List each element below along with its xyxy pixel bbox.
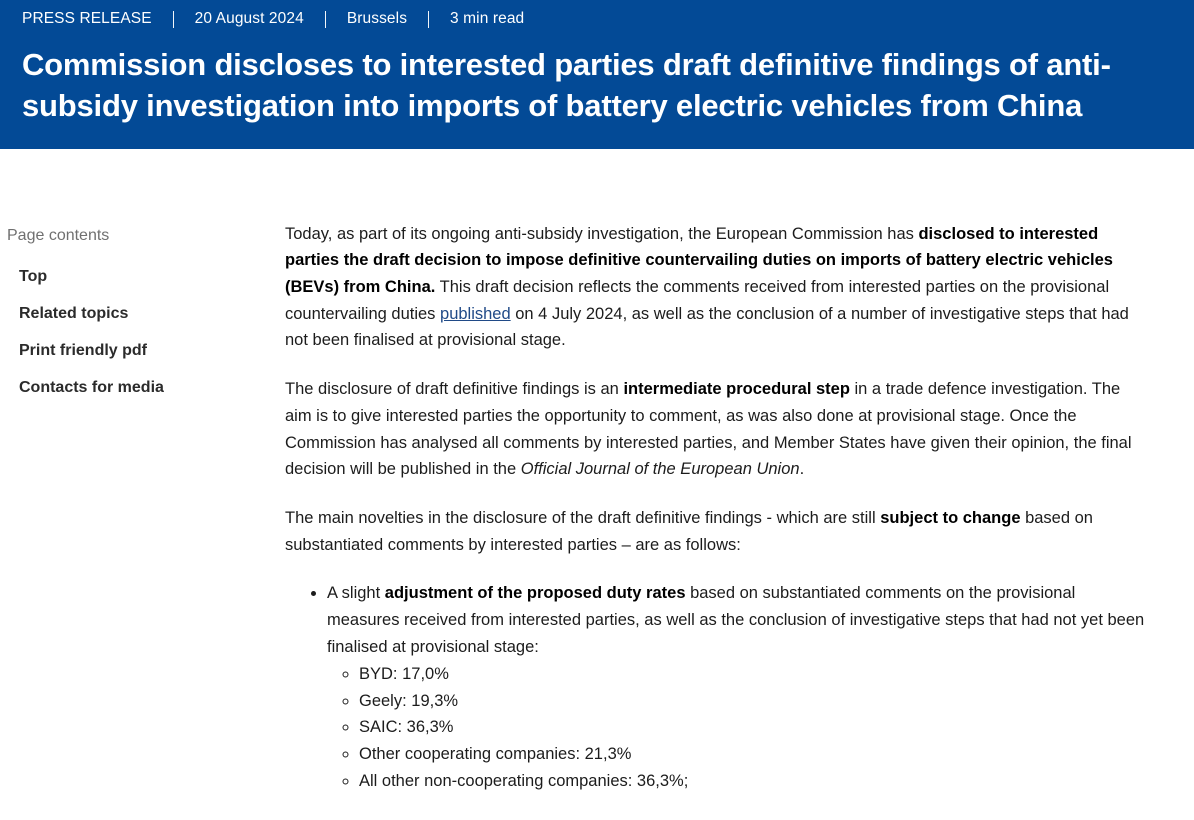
bullet-1-text-part-1: A slight	[327, 584, 385, 603]
novelties-list: A slight adjustment of the proposed duty…	[285, 580, 1145, 795]
paragraph-1-text-part-3: on 4 July 2024, as well as the conclusio…	[285, 304, 1129, 350]
paragraph-1-text-part-2: This draft decision reflects the comment…	[285, 278, 1110, 323]
meta-item-press-release: PRESS RELEASE	[22, 10, 152, 27]
page-contents-heading: Page contents	[7, 226, 110, 244]
paragraph-3-text-part-1: The main novelties in the disclosure of …	[285, 509, 881, 528]
paragraph-2-text-part-3: .	[799, 460, 805, 479]
sidebar-item-print-friendly-pdf[interactable]: Print friendly pdf	[19, 341, 147, 359]
duty-rate-item-byd: BYD: 17,0%	[359, 661, 1145, 688]
article-paragraph-1: Today, as part of its ongoing anti-subsi…	[285, 221, 1145, 355]
list-item: A slight adjustment of the proposed duty…	[327, 580, 1145, 795]
sidebar-item-top[interactable]: Top	[19, 267, 48, 285]
sidebar-item-contacts-for-media[interactable]: Contacts for media	[19, 378, 164, 396]
press-release-banner: PRESS RELEASE 20 August 2024 Brussels 3 …	[0, 0, 1194, 149]
article-paragraph-2: The disclosure of draft definitive findi…	[285, 376, 1145, 483]
duty-rate-item-saic: SAIC: 36,3%	[359, 714, 1145, 741]
duty-rate-item-non-cooperating: All other non-cooperating companies: 36,…	[359, 768, 1145, 795]
duty-rate-item-geely: Geely: 19,3%	[359, 688, 1145, 715]
page-contents-sidebar: Page contents Top Related topics Print f…	[0, 149, 285, 415]
bullet-1-text-part-2: based on substantiated comments on the p…	[327, 584, 1145, 656]
paragraph-2-bold-1: intermediate procedural step	[623, 380, 850, 399]
paragraph-1-text-part-1: Today, as part of its ongoing anti-subsi…	[285, 224, 919, 243]
meta-separator	[172, 10, 174, 28]
bullet-1-bold-1: adjustment of the proposed duty rates	[384, 584, 686, 603]
meta-separator	[428, 10, 430, 28]
paragraph-2-text-part-1: The disclosure of draft definitive findi…	[285, 380, 624, 399]
article-paragraph-3: The main novelties in the disclosure of …	[285, 505, 1145, 558]
meta-item-date: 20 August 2024	[194, 10, 304, 27]
paragraph-2-text-part-2: in a trade defence investigation. The ai…	[285, 380, 1132, 479]
published-link[interactable]: published	[440, 304, 511, 323]
paragraph-3-text-part-2: based on substantiated comments by inter…	[285, 509, 1093, 554]
page-contents-list: Top Related topics Print friendly pdf Co…	[5, 267, 285, 398]
meta-item-read-time: 3 min read	[450, 10, 525, 27]
paragraph-3-bold-1: subject to change	[880, 509, 1021, 528]
meta-item-location: Brussels	[346, 10, 408, 27]
page-body: Page contents Top Related topics Print f…	[0, 149, 1194, 796]
meta-separator	[324, 10, 326, 28]
article-content: Today, as part of its ongoing anti-subsi…	[285, 149, 1194, 796]
press-release-meta-bar: PRESS RELEASE 20 August 2024 Brussels 3 …	[0, 0, 1194, 35]
duty-rates-list: BYD: 17,0% Geely: 19,3% SAIC: 36,3% Othe…	[327, 661, 1145, 795]
official-journal-citation: Official Journal of the European Union	[520, 460, 800, 479]
page-title: Commission discloses to interested parti…	[22, 47, 1111, 124]
duty-rate-item-other-cooperating: Other cooperating companies: 21,3%	[359, 741, 1145, 768]
sidebar-item-related-topics[interactable]: Related topics	[19, 304, 129, 322]
paragraph-1-bold-1: disclosed to interested parties the draf…	[285, 224, 1113, 297]
